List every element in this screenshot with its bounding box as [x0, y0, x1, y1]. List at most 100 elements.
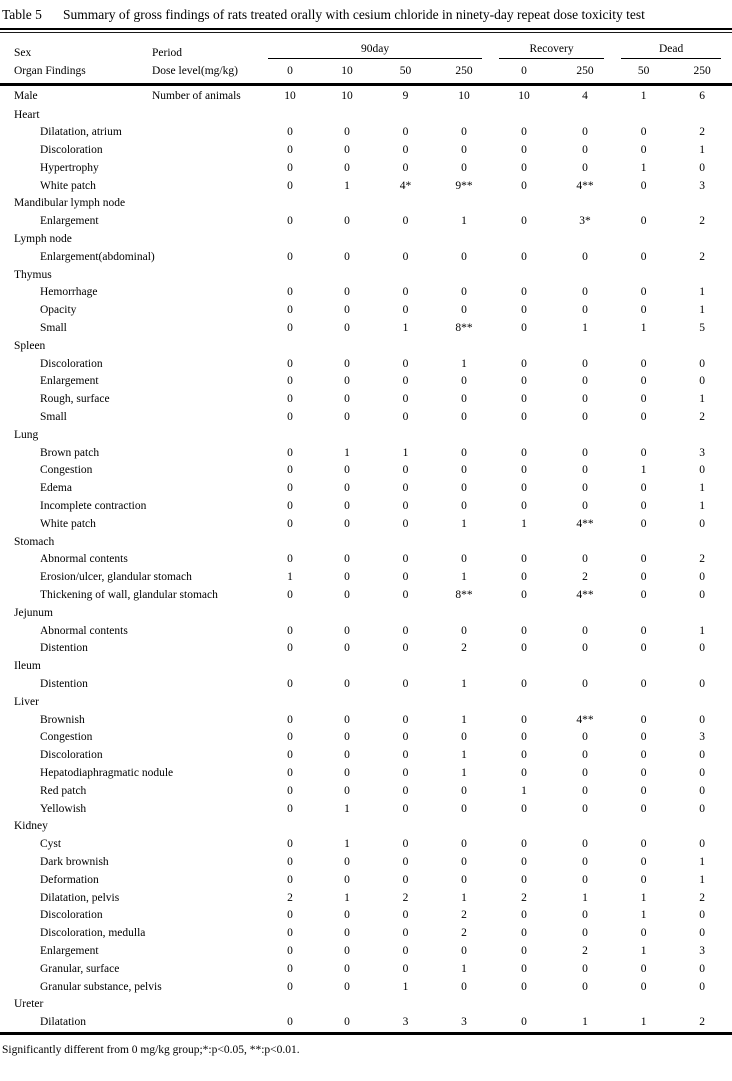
finding-value: 2	[461, 927, 467, 940]
finding-value: 0	[521, 286, 527, 299]
finding-value: 0	[344, 144, 350, 157]
finding-value: 0	[344, 126, 350, 139]
finding-value: 0	[461, 411, 467, 424]
finding-value: 1	[521, 517, 527, 530]
table-caption: Table 5 Summary of gross findings of rat…	[0, 0, 732, 23]
finding-value: 0	[640, 802, 647, 815]
finding-value: 0	[402, 411, 409, 424]
finding-value: 0	[287, 304, 293, 317]
finding-value: 0	[287, 179, 293, 192]
finding-value: 0	[344, 464, 350, 477]
finding-row: Small 0 0 1 8** 0 1 1 5	[0, 320, 732, 338]
finding-value: 2	[699, 553, 705, 566]
finding-value: 0	[461, 446, 467, 459]
finding-value: 0	[521, 161, 527, 174]
finding-value: 0	[582, 304, 588, 317]
finding-value: 1	[640, 944, 647, 957]
dose-level-value: 250	[455, 64, 473, 77]
period-group-dead: Dead	[615, 33, 732, 59]
finding-row: Incomplete contraction 0 0 0 0 0 0 0 1	[0, 498, 732, 516]
animal-count-value: 4	[582, 90, 588, 102]
findings-table: Sex Period 90day Recovery Dead Organ Fin…	[0, 33, 732, 1032]
finding-value: 2	[461, 642, 467, 655]
finding-row: Dilatation, atrium 0 0 0 0 0 0 0 2	[0, 124, 732, 142]
finding-value: 0	[402, 873, 409, 886]
dose-level-value: 250	[693, 64, 711, 77]
finding-value: 0	[521, 944, 527, 957]
period-group-90day: 90day	[262, 33, 493, 59]
organ-row: Thymus	[0, 267, 732, 285]
finding-value: 0	[402, 731, 409, 744]
finding-value: 0	[521, 126, 527, 139]
finding-value: 0	[521, 678, 527, 690]
finding-value: 0	[402, 678, 409, 690]
organ-row: Jejunum	[0, 605, 732, 623]
finding-value: 1	[461, 749, 467, 762]
dose-level-value: 250	[576, 64, 594, 77]
finding-value: 0	[287, 553, 293, 566]
sex-value: Male	[14, 90, 38, 102]
finding-value: 2	[699, 126, 705, 139]
finding-value: 0	[344, 749, 350, 762]
finding-value: 0	[461, 126, 467, 139]
finding-value: 0	[699, 909, 705, 922]
finding-value: 0	[344, 927, 350, 940]
finding-row: Granular substance, pelvis 0 0 1 0 0 0 0 0	[0, 979, 732, 997]
finding-value: 3	[402, 1016, 409, 1029]
organ-row: Mandibular lymph node	[0, 195, 732, 213]
finding-value: 0	[582, 250, 588, 263]
finding-value: 0	[582, 678, 588, 690]
finding-value: 1	[402, 322, 409, 335]
finding-value: 0	[287, 482, 293, 495]
finding-value: 0	[640, 855, 647, 868]
finding-value: 1	[461, 713, 467, 726]
finding-value: 0	[582, 161, 588, 174]
finding-value: 0	[402, 500, 409, 513]
organ-name: Ureter	[14, 998, 44, 1011]
finding-value: 4**	[576, 589, 594, 602]
finding-value: 1	[461, 766, 467, 779]
finding-label: Granular, surface	[40, 962, 120, 975]
finding-value: 0	[699, 838, 705, 851]
finding-value: 0	[640, 927, 647, 940]
finding-label: Granular substance, pelvis	[40, 980, 162, 993]
finding-value: 0	[287, 749, 293, 762]
finding-label: Congestion	[40, 731, 93, 744]
finding-value: 0	[344, 286, 350, 299]
finding-value: 0	[699, 517, 705, 530]
finding-label: Enlargement	[40, 215, 99, 228]
finding-value: 1	[699, 144, 705, 157]
finding-value: 0	[640, 873, 647, 886]
finding-value: 1	[461, 678, 467, 690]
finding-row: Distention 0 0 0 2 0 0 0 0	[0, 640, 732, 658]
finding-label: Red patch	[40, 784, 87, 797]
header-row-dose: Organ Findings Dose level(mg/kg) 0 10 50…	[0, 59, 732, 85]
finding-value: 0	[402, 642, 409, 655]
finding-value: 0	[582, 393, 588, 406]
subject-row: Male Number of animals 10 10 9 10 10 4 1 6	[0, 84, 732, 107]
finding-row: Enlargement 0 0 0 1 0 3* 0 2	[0, 213, 732, 231]
finding-value: 0	[582, 838, 588, 851]
finding-value: 0	[640, 766, 647, 779]
finding-value: 0	[461, 161, 467, 174]
finding-value: 2	[699, 1016, 705, 1029]
finding-value: 0	[287, 642, 293, 655]
finding-value: 0	[582, 446, 588, 459]
finding-value: 0	[402, 464, 409, 477]
dose-level-value: 0	[287, 64, 293, 77]
finding-value: 0	[287, 517, 293, 530]
finding-label: Congestion	[40, 464, 93, 477]
animal-count-value: 6	[699, 90, 705, 102]
finding-value: 0	[521, 571, 527, 584]
organ-row: Spleen	[0, 338, 732, 356]
finding-value: 0	[344, 1016, 350, 1029]
finding-value: 1	[582, 891, 588, 904]
finding-label: Enlargement(abdominal)	[40, 250, 155, 263]
finding-value: 0	[287, 393, 293, 406]
finding-row: Enlargement 0 0 0 0 0 0 0 0	[0, 373, 732, 391]
finding-value: 0	[521, 144, 527, 157]
dose-level-header-label: Dose level(mg/kg)	[152, 64, 238, 77]
finding-value: 0	[521, 624, 527, 637]
finding-value: 0	[344, 411, 350, 424]
finding-label: Abnormal contents	[40, 553, 128, 566]
